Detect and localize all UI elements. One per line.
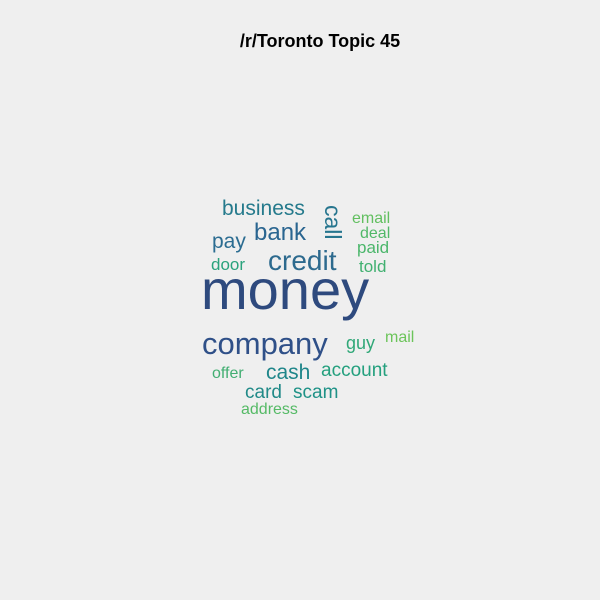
word-guy: guy	[346, 333, 375, 353]
word-email: email	[352, 210, 390, 227]
word-told: told	[359, 257, 386, 276]
word-offer: offer	[212, 365, 244, 382]
word-paid: paid	[357, 238, 389, 257]
word-pay: pay	[212, 230, 246, 253]
word-scam: scam	[293, 382, 338, 403]
word-door: door	[211, 255, 245, 274]
word-bank: bank	[254, 219, 307, 246]
word-cash: cash	[266, 361, 310, 384]
word-credit: credit	[268, 245, 337, 276]
word-card: card	[245, 382, 282, 403]
chart-title: /r/Toronto Topic 45	[239, 31, 401, 51]
word-business: business	[222, 197, 305, 220]
word-call: call	[320, 205, 346, 240]
word-mail: mail	[385, 329, 414, 346]
word-money: money	[201, 258, 369, 321]
word-deal: deal	[360, 225, 390, 242]
word-address: address	[241, 401, 298, 418]
word-company: company	[202, 326, 328, 361]
word-account: account	[321, 360, 388, 381]
